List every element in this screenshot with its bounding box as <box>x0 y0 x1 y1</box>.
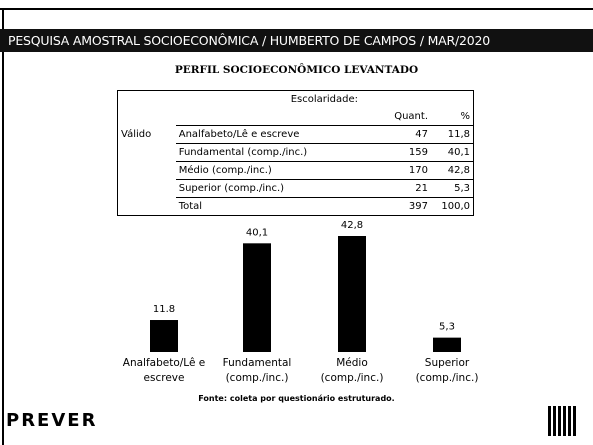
bar <box>338 236 366 352</box>
table-cell: 47 <box>389 125 431 144</box>
source: Fonte: coleta por questionário estrutura… <box>198 394 395 403</box>
row-group: Válido <box>121 129 152 140</box>
table-cell: 159 <box>389 143 431 162</box>
category-label: Médio (comp./inc.) <box>320 357 384 384</box>
table-row: Válido Analfabeto/Lê e escreve 47 11,8 <box>118 125 474 144</box>
table-cell: 100,0 <box>431 197 474 216</box>
table: Escolaridade: Quant.% Válido Analfabeto/L… <box>117 90 474 216</box>
logo: PREVER <box>6 410 98 431</box>
value-label: 11.8 <box>153 304 175 315</box>
category-label: Fundamental (comp./inc.) <box>222 357 292 384</box>
table-cell: 42,8 <box>431 161 474 180</box>
table-cell: 397 <box>389 197 431 216</box>
subtitle: PERFIL SOCIOECONÔMICO LEVANTADO <box>174 64 419 76</box>
table-cell: 40,1 <box>431 143 474 162</box>
table-cell: Fundamental (comp./inc.) <box>175 143 389 162</box>
column-header: Quant. <box>389 108 431 126</box>
table-row: Médio (comp./inc.) 170 42,8 <box>118 161 474 180</box>
header-title: PESQUISA AMOSTRAL SOCIOECONÔMICA / HUMBE… <box>0 29 593 52</box>
table-cell: Médio (comp./inc.) <box>175 161 389 180</box>
table-row: Total 397 100,0 <box>118 197 474 216</box>
value-label: 5,3 <box>439 322 455 333</box>
value-label: 40,1 <box>246 227 268 238</box>
value-label: 42,8 <box>341 220 363 231</box>
border <box>2 8 4 445</box>
table-row: Superior (comp./inc.) 21 5,3 <box>118 179 474 198</box>
category-label: Superior (comp./inc.) <box>415 357 479 384</box>
bar <box>433 337 461 352</box>
border <box>0 8 593 10</box>
table-row: Fundamental (comp./inc.) 159 40,1 <box>118 143 474 162</box>
bar <box>243 243 271 352</box>
table-cell: Analfabeto/Lê e escreve <box>175 125 389 144</box>
qr-code <box>548 406 578 436</box>
table-cell: 5,3 <box>431 179 474 198</box>
bar <box>150 320 178 352</box>
table-cell: 170 <box>389 161 431 180</box>
column-header: % <box>431 108 474 126</box>
table-cell: Total <box>175 197 389 216</box>
category-label: Analfabeto/Lê e escreve <box>122 357 206 384</box>
table-cell: 11,8 <box>431 125 474 144</box>
table-cell: 21 <box>389 179 431 198</box>
table-caption: Escolaridade: <box>290 94 359 105</box>
table-cell: Superior (comp./inc.) <box>175 179 389 198</box>
